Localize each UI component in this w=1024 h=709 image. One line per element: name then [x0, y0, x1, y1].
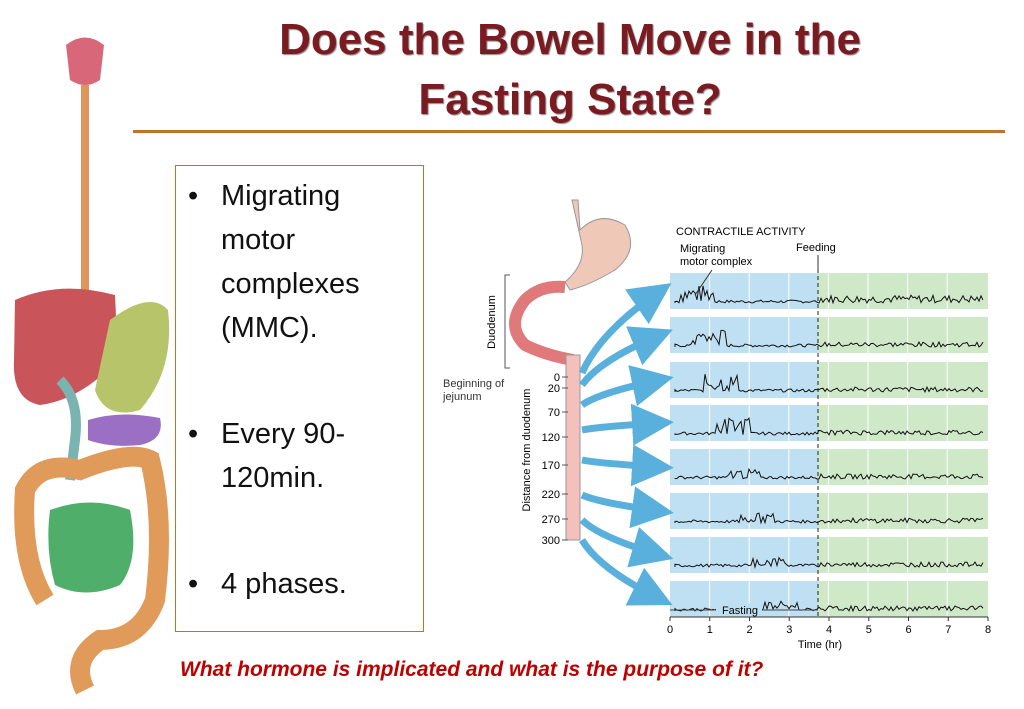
arrow: [579, 538, 673, 606]
bullet-box: Migrating motor complexes (MMC). Every 9…: [175, 165, 424, 632]
stomach: [564, 199, 632, 291]
jejunum-label: Beginning of jejunum: [442, 378, 505, 403]
time-tick-label: 1: [707, 624, 713, 636]
jejunum-line: Beginning of: [443, 378, 505, 390]
time-tick-label: 2: [746, 624, 752, 636]
time-tick-label: 4: [826, 624, 832, 636]
time-tick-label: 0: [667, 624, 673, 636]
fasting-panel: [670, 405, 818, 441]
distance-tick-label: 120: [542, 432, 560, 444]
distance-tick-label: 20: [548, 383, 560, 395]
distance-tick-label: 170: [542, 460, 560, 472]
fed-panel: [818, 449, 988, 485]
mmc-line: Migrating: [680, 243, 725, 255]
fed-panel: [818, 317, 988, 353]
time-tick-label: 7: [945, 624, 951, 636]
large-intestine: [14, 446, 169, 695]
duodenum: [509, 280, 575, 366]
time-label: Time (hr): [798, 639, 842, 651]
fed-panel: [818, 273, 988, 309]
distance-tick-label: 220: [542, 489, 560, 501]
bullet: Every 90-120min.: [186, 412, 411, 500]
fed-panel: [818, 581, 988, 617]
feeding-label: Feeding: [796, 242, 836, 254]
time-tick-label: 3: [786, 624, 792, 636]
time-tick-label: 8: [985, 624, 991, 636]
fasting-label: Fasting: [722, 605, 758, 617]
duodenum-label: Duodenum: [486, 295, 498, 349]
fed-panel: [818, 405, 988, 441]
activity-trace: [674, 512, 984, 525]
activity-trace: [674, 373, 984, 393]
fasting-panel: [670, 537, 818, 573]
arrow: [581, 403, 674, 446]
mouth: [66, 37, 104, 85]
duct: [56, 376, 81, 481]
fasting-panel: [670, 317, 818, 353]
time-tick-label: 6: [905, 624, 911, 636]
distance-tick-label: 270: [542, 514, 560, 526]
mmc-line: motor complex: [680, 256, 753, 268]
mmc-figure: Duodenum Beginning of jejunum Distance from…: [442, 199, 991, 651]
arrow: [578, 283, 672, 375]
fed-panel: [818, 493, 988, 529]
time-tick-label: 5: [866, 624, 872, 636]
fed-panel: [818, 537, 988, 573]
esophagus: [81, 85, 89, 315]
jejunum-line: jejunum: [442, 391, 482, 403]
title-line: Fasting State?: [418, 75, 722, 124]
pancreas: [88, 414, 161, 446]
mmc-pointer: [694, 269, 713, 296]
jejunum-tube: [565, 354, 581, 541]
liver: [13, 288, 118, 405]
distance-tick-label: 300: [542, 535, 560, 547]
duodenum-bracket: [504, 274, 510, 369]
fasting-label-bg: [716, 603, 762, 616]
activity-trace: [674, 285, 984, 305]
distance-tick-label: 0: [554, 372, 560, 384]
stomach: [95, 302, 170, 413]
digestive-illustration: [13, 37, 170, 695]
activity-trace: [674, 467, 984, 481]
activity-trace: [674, 417, 984, 436]
activity-trace: [674, 329, 984, 348]
arrow: [581, 444, 674, 487]
fasting-panel: [670, 273, 818, 309]
title-line: Does the Bowel Move in the: [279, 15, 861, 64]
fed-panel: [818, 362, 988, 398]
fasting-panel: [670, 449, 818, 485]
arrow: [580, 365, 674, 408]
activity-trace: [674, 556, 984, 569]
fasting-panel: [670, 362, 818, 398]
title-rule: [133, 130, 1005, 133]
question: What hormone is implicated and what is t…: [180, 658, 764, 681]
mmc-label: Migrating motor complex: [680, 243, 753, 268]
distance-label: Distance from duodenum: [521, 389, 533, 512]
arrow: [579, 326, 673, 388]
bullet: 4 phases.: [186, 562, 411, 606]
fasting-panel: [670, 493, 818, 529]
arrow: [580, 486, 674, 529]
arrow: [579, 517, 674, 568]
bullet: Migrating motor complexes (MMC).: [186, 174, 411, 350]
small-intestine: [48, 502, 134, 593]
figure-heading: CONTRACTILE ACTIVITY: [676, 226, 806, 238]
distance-tick-label: 70: [548, 407, 560, 419]
